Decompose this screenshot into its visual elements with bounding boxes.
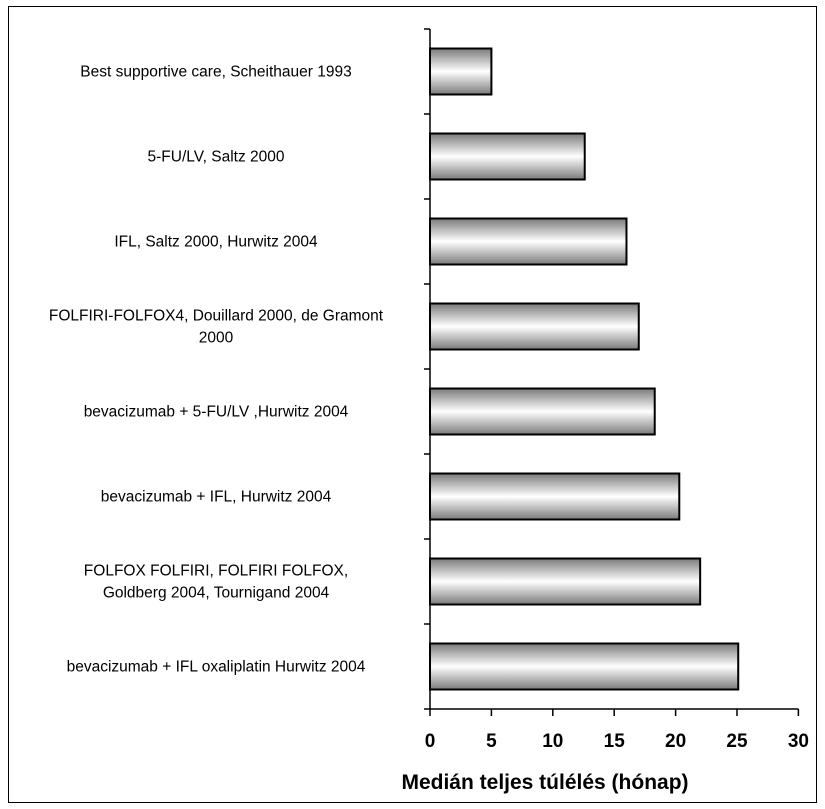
x-tick-label: 10	[542, 731, 563, 752]
category-label-2: 5-FU/LV, Saltz 2000	[148, 149, 285, 166]
x-tick-label: 0	[425, 731, 436, 752]
bar-6	[429, 472, 681, 521]
x-tick-label: 30	[788, 731, 809, 752]
chart-frame: 0 5 10 15 20 25 30 Best supportive care, Schei…	[8, 6, 817, 803]
bar-7	[429, 557, 702, 606]
bar-4	[429, 302, 640, 351]
x-axis-title: Medián teljes túlélés (hónap)	[401, 771, 688, 794]
x-tick-label: 20	[665, 731, 686, 752]
category-label-4: FOLFIRI-FOLFOX4, Douillard 2000, de Gram…	[49, 308, 384, 347]
bar-2	[429, 132, 586, 181]
category-label-5: bevacizumab + 5-FU/LV ,Hurwitz 2004	[84, 404, 349, 421]
bar-8	[429, 642, 740, 691]
category-label-3: IFL, Saltz 2000, Hurwitz 2004	[114, 234, 318, 251]
x-tick-label: 15	[604, 731, 626, 752]
category-label-8: bevacizumab + IFL oxaliplatin Hurwitz 20…	[67, 659, 366, 676]
category-label-7: FOLFOX FOLFIRI, FOLFIRI FOLFOX, Goldberg …	[84, 563, 348, 602]
category-label-1: Best supportive care, Scheithauer 1993	[80, 64, 351, 81]
bar-1	[429, 47, 493, 96]
x-tick-label: 5	[486, 731, 497, 752]
bar-5	[429, 387, 656, 436]
bar-3	[429, 217, 628, 266]
x-tick-label: 25	[726, 731, 748, 752]
category-label-6: bevacizumab + IFL, Hurwitz 2004	[101, 489, 332, 506]
bar-chart: 0 5 10 15 20 25 30 Best supportive care, Schei…	[49, 28, 809, 794]
